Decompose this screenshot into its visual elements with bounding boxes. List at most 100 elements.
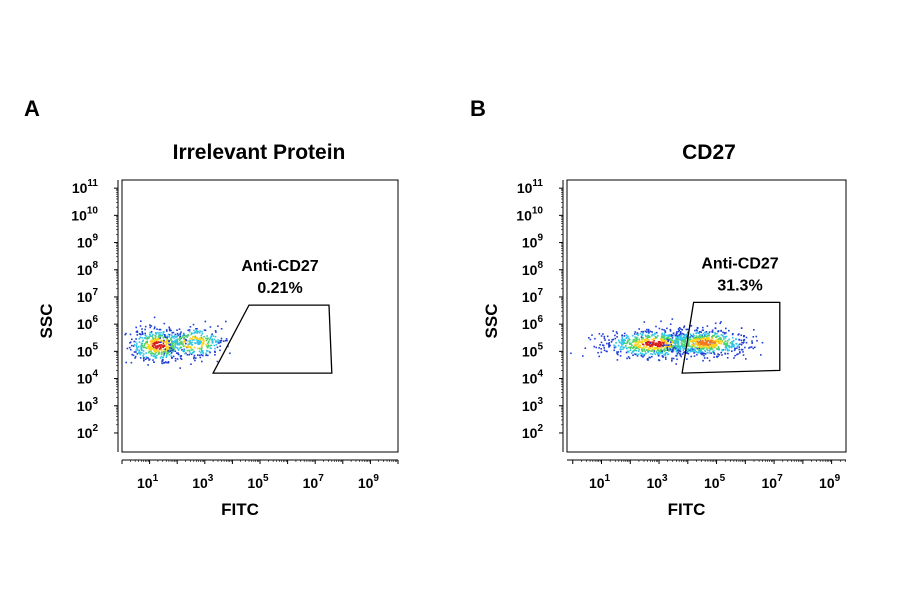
event-dot	[196, 332, 199, 334]
event-dot	[744, 346, 746, 349]
event-dot	[714, 333, 716, 335]
event-dot	[681, 338, 683, 341]
event-dot	[699, 346, 701, 348]
event-dot	[186, 335, 188, 337]
event-dot	[162, 337, 165, 339]
event-dot	[716, 348, 718, 350]
event-dot	[695, 335, 698, 337]
event-dot	[636, 355, 639, 357]
event-dot	[162, 359, 164, 361]
event-dot	[182, 334, 184, 337]
event-dot	[154, 326, 156, 328]
event-dot	[704, 353, 707, 355]
event-dot	[638, 345, 640, 347]
event-dot	[641, 347, 643, 349]
event-dot	[179, 357, 182, 360]
event-dot	[708, 333, 710, 335]
event-dot	[654, 343, 657, 345]
event-dot	[158, 333, 160, 336]
event-dot	[739, 351, 741, 353]
event-dot	[661, 352, 663, 355]
event-dot	[655, 351, 658, 354]
event-dot	[653, 352, 655, 354]
event-dot	[132, 354, 135, 357]
y-tick-label: 105	[77, 341, 99, 359]
event-dot	[207, 345, 210, 348]
event-dot	[674, 335, 677, 337]
event-dot	[188, 343, 190, 345]
event-dot	[661, 328, 663, 331]
event-dot	[637, 353, 640, 356]
event-dot	[211, 333, 213, 335]
event-dot	[648, 349, 651, 352]
event-dot	[149, 326, 151, 329]
event-dot	[666, 344, 668, 346]
event-dot	[180, 358, 183, 360]
event-dot	[602, 344, 605, 347]
event-dot	[170, 329, 172, 332]
event-dot	[162, 351, 165, 353]
event-dot	[165, 349, 168, 351]
event-dot	[188, 340, 191, 342]
event-dot	[709, 348, 711, 351]
event-dot	[613, 346, 616, 349]
event-dot	[125, 332, 127, 335]
event-dot	[168, 354, 171, 356]
event-dot	[679, 350, 681, 352]
event-dot	[641, 334, 644, 336]
event-dot	[676, 353, 679, 355]
gate-polygon[interactable]	[681, 301, 781, 374]
event-dot	[691, 344, 693, 347]
event-dot	[658, 344, 660, 347]
event-dot	[196, 330, 199, 333]
event-dot	[148, 359, 150, 361]
event-dot	[205, 337, 207, 340]
event-dot	[159, 346, 162, 348]
event-dot	[675, 334, 678, 336]
event-dot	[702, 353, 704, 355]
event-dot	[611, 339, 613, 341]
event-dot	[595, 346, 597, 349]
event-dot	[663, 347, 665, 349]
event-dot	[154, 341, 156, 344]
event-dot	[162, 362, 165, 364]
event-dot	[693, 339, 695, 342]
event-dot	[146, 357, 148, 359]
event-dot	[679, 338, 681, 340]
event-dot	[735, 342, 737, 345]
event-dot	[156, 331, 159, 334]
event-dot	[636, 339, 639, 341]
event-dot	[657, 341, 660, 343]
event-dot	[648, 347, 650, 349]
event-dot	[709, 343, 711, 345]
event-dot	[187, 345, 189, 348]
event-dot	[166, 355, 168, 357]
gate-polygon[interactable]	[212, 304, 333, 374]
event-dot	[201, 360, 203, 363]
event-dot	[642, 343, 644, 345]
event-dot	[175, 339, 177, 341]
event-dot	[726, 357, 729, 359]
event-dot	[694, 329, 696, 332]
event-dot	[690, 348, 693, 351]
event-dot	[710, 340, 712, 343]
event-dot	[702, 341, 704, 344]
event-dot	[648, 338, 650, 341]
event-dot	[659, 342, 661, 344]
event-dot	[182, 337, 185, 340]
event-dot	[697, 346, 699, 348]
event-dot	[600, 341, 603, 344]
event-dot	[740, 343, 743, 346]
event-dot	[711, 337, 713, 340]
event-dot	[599, 344, 601, 346]
event-dot	[701, 351, 703, 353]
event-dot	[700, 342, 703, 344]
event-dot	[213, 338, 216, 341]
event-dot	[714, 322, 717, 325]
event-dot	[705, 333, 707, 335]
event-dot	[168, 334, 171, 336]
event-dot	[146, 341, 148, 343]
event-dot	[147, 346, 150, 349]
event-dot	[200, 345, 203, 348]
event-dot	[197, 340, 199, 342]
